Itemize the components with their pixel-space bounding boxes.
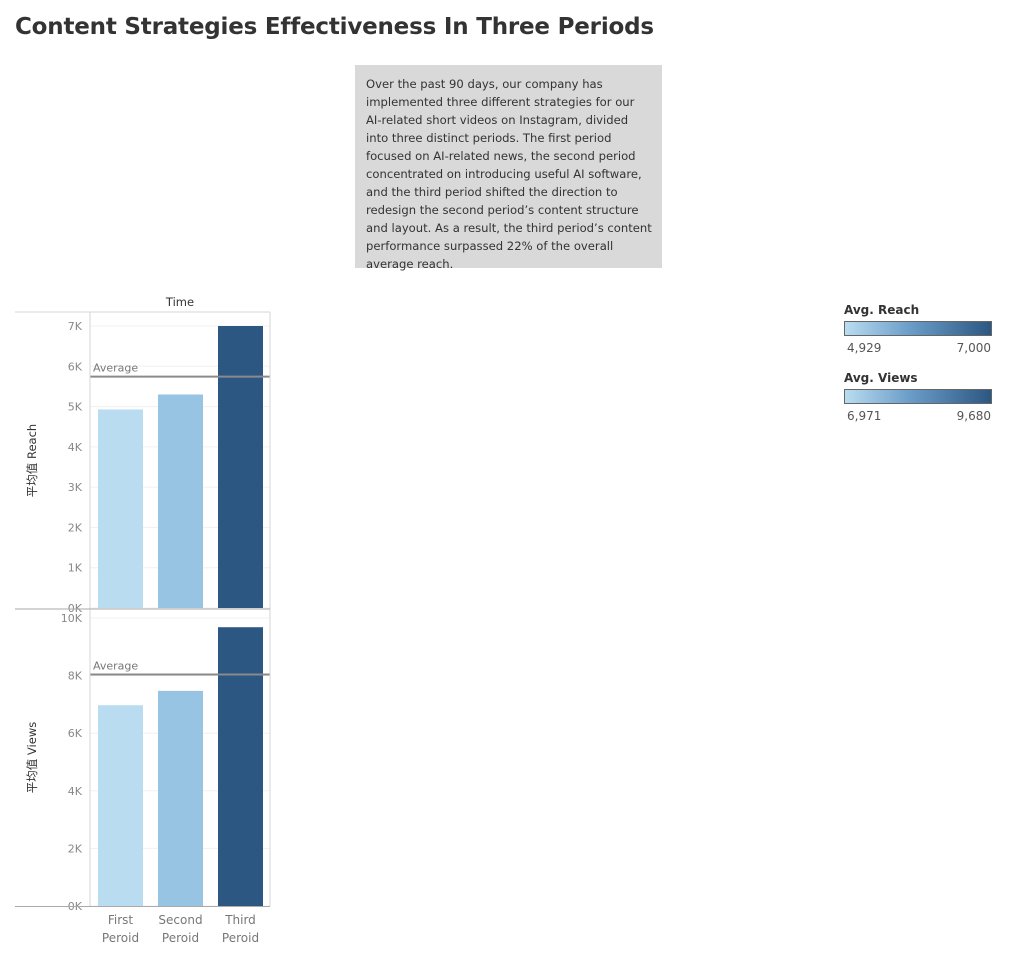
y-tick-label: 4K <box>68 441 83 454</box>
average-label: Average <box>93 659 138 672</box>
legend-min: 6,971 <box>847 409 882 423</box>
description-textbox: Over the past 90 days, our company has i… <box>355 65 662 271</box>
color-ramp <box>844 389 992 404</box>
y-tick-label: 7K <box>68 320 83 333</box>
legend-title: Avg. Views <box>844 371 918 385</box>
legend-avg-views[interactable]: Avg. Views 6,971 9,680 <box>844 371 992 423</box>
y-tick-label: 3K <box>68 481 83 494</box>
y-tick-label: 10K <box>61 612 83 625</box>
y-axis-title: 平均值 Reach <box>25 424 39 497</box>
x-tick-label: Second Peroid <box>158 913 202 945</box>
bar <box>98 409 143 608</box>
bar <box>158 394 203 608</box>
y-tick-label: 5K <box>68 401 83 414</box>
x-tick-label: Third Peroid <box>222 913 259 945</box>
bar <box>98 705 143 906</box>
legend-min: 4,929 <box>847 341 882 355</box>
legend-max: 7,000 <box>956 341 991 355</box>
y-tick-label: 2K <box>68 842 83 855</box>
x-tick-label: First Peroid <box>102 913 139 945</box>
bar <box>218 627 263 906</box>
y-axis-title: 平均值 Views <box>25 722 39 793</box>
chart-title: Content Strategies Effectiveness In Thre… <box>15 14 654 40</box>
color-ramp <box>844 321 992 336</box>
y-tick-label: 6K <box>68 360 83 373</box>
bar <box>158 690 203 906</box>
column-header: Time <box>165 295 194 309</box>
average-label: Average <box>93 362 138 375</box>
y-tick-label: 4K <box>68 785 83 798</box>
bar <box>218 326 263 608</box>
y-tick-label: 8K <box>68 670 83 683</box>
legend-max: 9,680 <box>956 409 991 423</box>
legend-title: Avg. Reach <box>844 303 920 317</box>
description-text: Over the past 90 days, our company has i… <box>366 77 652 271</box>
y-tick-label: 6K <box>68 727 83 740</box>
y-tick-label: 2K <box>68 521 83 534</box>
y-tick-label: 1K <box>68 562 83 575</box>
legend-avg-reach[interactable]: Avg. Reach 4,929 7,000 <box>844 303 992 355</box>
